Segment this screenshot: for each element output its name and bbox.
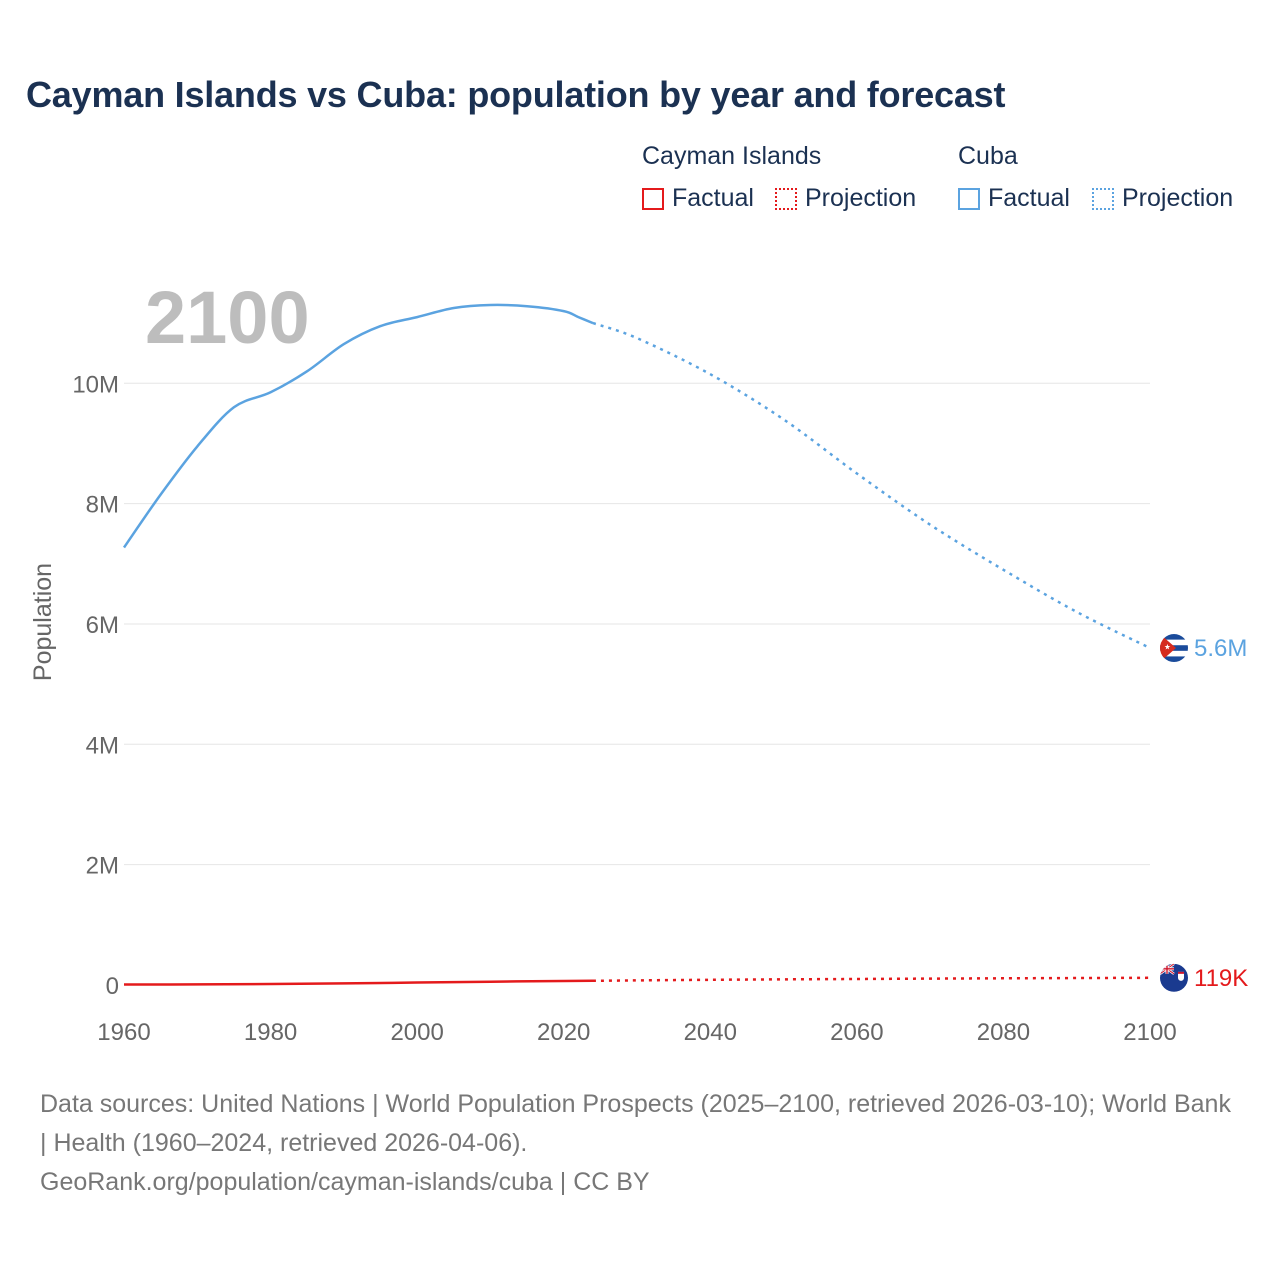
x-tick-label: 2020: [537, 1019, 590, 1046]
source-url[interactable]: GeoRank.org/population/cayman-islands/cu…: [40, 1168, 650, 1196]
y-tick-label: 6M: [86, 612, 119, 639]
series-lines: [122, 303, 1151, 986]
legend-label: Factual: [672, 184, 754, 212]
cayman-islands-factual-line: [123, 979, 594, 986]
cuba-flag-icon: [1160, 634, 1188, 663]
cayman-islands-projection-line: [592, 976, 1151, 983]
cuba-factual-line: [122, 303, 594, 549]
legend-swatch-dotted: [1092, 187, 1114, 210]
legend-label: Projection: [1122, 184, 1234, 212]
legend-cayman-projection[interactable]: Projection: [775, 184, 916, 213]
cuba-end-label: 5.6M: [1194, 635, 1247, 662]
x-tick-label: 1960: [97, 1019, 150, 1046]
legend-label: Projection: [805, 184, 917, 212]
x-tick-label: 2040: [684, 1019, 737, 1046]
y-tick-label: 10M: [72, 371, 119, 398]
chart-title: Cayman Islands vs Cuba: population by ye…: [26, 74, 1006, 115]
cuba-projection-line: [592, 321, 1151, 650]
cayman-islands-flag-icon: [1160, 963, 1188, 992]
population-line-chart: 2100 0 2M 4M 6M 8M 10M 1960 1980 2000 2020 2040 20…: [29, 276, 1248, 1046]
x-tick-label: 2080: [977, 1019, 1030, 1046]
y-tick-label: 0: [106, 973, 119, 1000]
legend-cuba-projection[interactable]: Projection: [1092, 184, 1233, 213]
x-tick-label: 1980: [244, 1019, 297, 1046]
legend-swatch-solid: [642, 187, 664, 210]
legend-label: Factual: [988, 184, 1070, 212]
x-tick-label: 2000: [390, 1019, 443, 1046]
data-sources-note: Data sources: United Nations | World Pop…: [40, 1090, 1231, 1157]
gridlines: [124, 382, 1150, 866]
x-tick-label: 2060: [830, 1019, 883, 1046]
y-tick-label: 2M: [86, 853, 119, 880]
x-axis: 1960 1980 2000 2020 2040 2060 2080 2100: [97, 1019, 1176, 1046]
year-watermark: 2100: [145, 276, 310, 359]
y-tick-label: 4M: [86, 732, 119, 759]
cayman-islands-end-label: 119K: [1194, 965, 1248, 992]
legend-cayman-factual[interactable]: Factual: [642, 184, 754, 213]
legend-group-cuba-title: Cuba: [958, 142, 1018, 170]
legend-cuba-factual[interactable]: Factual: [958, 184, 1070, 213]
y-axis-title: Population: [29, 563, 57, 681]
y-axis: 0 2M 4M 6M 8M 10M: [72, 371, 119, 1000]
legend-swatch-dotted: [775, 187, 797, 210]
y-tick-label: 8M: [86, 492, 119, 519]
footer: Data sources: United Nations | World Pop…: [40, 1085, 1240, 1202]
legend-group-cayman-title: Cayman Islands: [642, 142, 822, 170]
legend-swatch-solid: [958, 187, 980, 210]
x-tick-label: 2100: [1123, 1019, 1176, 1046]
